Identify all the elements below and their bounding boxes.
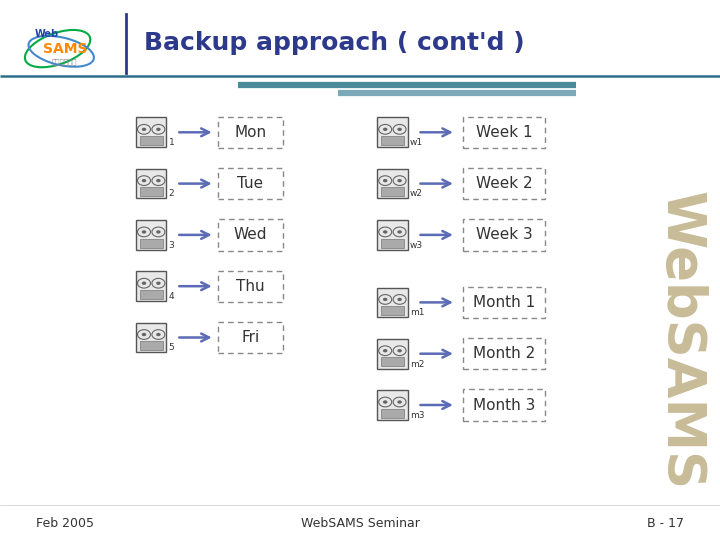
- Text: Week 2: Week 2: [476, 176, 532, 191]
- Circle shape: [397, 298, 402, 301]
- FancyBboxPatch shape: [377, 117, 408, 147]
- FancyBboxPatch shape: [140, 290, 163, 299]
- Circle shape: [142, 333, 146, 336]
- Circle shape: [397, 179, 402, 183]
- Circle shape: [383, 298, 387, 301]
- FancyBboxPatch shape: [377, 339, 408, 369]
- Text: Week 1: Week 1: [476, 125, 532, 140]
- FancyBboxPatch shape: [136, 322, 166, 353]
- FancyBboxPatch shape: [381, 239, 404, 247]
- FancyBboxPatch shape: [462, 338, 546, 369]
- Circle shape: [156, 333, 161, 336]
- Text: Wed: Wed: [234, 227, 267, 242]
- FancyBboxPatch shape: [381, 306, 404, 315]
- Text: 5: 5: [168, 343, 174, 353]
- Circle shape: [142, 230, 146, 234]
- FancyBboxPatch shape: [140, 239, 163, 247]
- Text: Mon: Mon: [235, 125, 266, 140]
- Circle shape: [397, 127, 402, 131]
- FancyBboxPatch shape: [462, 287, 546, 318]
- FancyBboxPatch shape: [462, 168, 546, 199]
- Text: Month 2: Month 2: [473, 346, 535, 361]
- FancyBboxPatch shape: [377, 168, 408, 198]
- FancyBboxPatch shape: [218, 117, 283, 148]
- FancyBboxPatch shape: [136, 168, 166, 198]
- Text: Feb 2005: Feb 2005: [36, 517, 94, 530]
- FancyBboxPatch shape: [462, 117, 546, 148]
- Circle shape: [383, 230, 387, 234]
- Circle shape: [383, 349, 387, 353]
- Circle shape: [397, 400, 402, 404]
- Text: 4: 4: [168, 292, 174, 301]
- Text: 2: 2: [168, 190, 174, 198]
- Circle shape: [156, 179, 161, 183]
- FancyBboxPatch shape: [140, 136, 163, 145]
- FancyBboxPatch shape: [218, 168, 283, 199]
- FancyBboxPatch shape: [140, 187, 163, 196]
- FancyBboxPatch shape: [462, 389, 546, 421]
- Text: WebSAMS Seminar: WebSAMS Seminar: [300, 517, 420, 530]
- FancyBboxPatch shape: [462, 219, 546, 251]
- FancyBboxPatch shape: [381, 357, 404, 366]
- Text: Month 3: Month 3: [473, 397, 535, 413]
- FancyBboxPatch shape: [218, 271, 283, 302]
- FancyBboxPatch shape: [377, 220, 408, 249]
- Text: SAMS: SAMS: [42, 42, 87, 56]
- FancyBboxPatch shape: [381, 187, 404, 196]
- Circle shape: [142, 179, 146, 183]
- Circle shape: [397, 230, 402, 234]
- Text: Month 1: Month 1: [473, 295, 535, 310]
- FancyBboxPatch shape: [377, 287, 408, 317]
- FancyBboxPatch shape: [136, 271, 166, 301]
- FancyBboxPatch shape: [136, 117, 166, 147]
- Text: w2: w2: [410, 190, 423, 198]
- Text: m3: m3: [410, 411, 424, 420]
- Text: Thu: Thu: [236, 279, 265, 294]
- Text: WebSAMS: WebSAMS: [654, 191, 706, 490]
- Circle shape: [142, 127, 146, 131]
- FancyBboxPatch shape: [218, 219, 283, 251]
- Text: w3: w3: [410, 241, 423, 249]
- Text: 網上校管系統: 網上校管系統: [52, 59, 78, 65]
- Circle shape: [142, 281, 146, 285]
- FancyBboxPatch shape: [136, 220, 166, 249]
- Text: Week 3: Week 3: [476, 227, 532, 242]
- Circle shape: [383, 400, 387, 404]
- Circle shape: [156, 281, 161, 285]
- FancyBboxPatch shape: [381, 409, 404, 418]
- Circle shape: [156, 230, 161, 234]
- Text: 3: 3: [168, 241, 174, 249]
- Text: 1: 1: [168, 138, 174, 147]
- Circle shape: [383, 127, 387, 131]
- Circle shape: [383, 179, 387, 183]
- Text: Backup approach ( cont'd ): Backup approach ( cont'd ): [144, 31, 525, 55]
- Text: Fri: Fri: [241, 330, 260, 345]
- FancyBboxPatch shape: [218, 322, 283, 353]
- FancyBboxPatch shape: [140, 341, 163, 350]
- Text: m1: m1: [410, 308, 424, 317]
- Text: w1: w1: [410, 138, 423, 147]
- Circle shape: [397, 349, 402, 353]
- Circle shape: [156, 127, 161, 131]
- FancyBboxPatch shape: [377, 390, 408, 420]
- Text: Web: Web: [35, 29, 59, 39]
- Text: B - 17: B - 17: [647, 517, 684, 530]
- Text: Tue: Tue: [238, 176, 264, 191]
- Text: m2: m2: [410, 360, 424, 369]
- FancyBboxPatch shape: [381, 136, 404, 145]
